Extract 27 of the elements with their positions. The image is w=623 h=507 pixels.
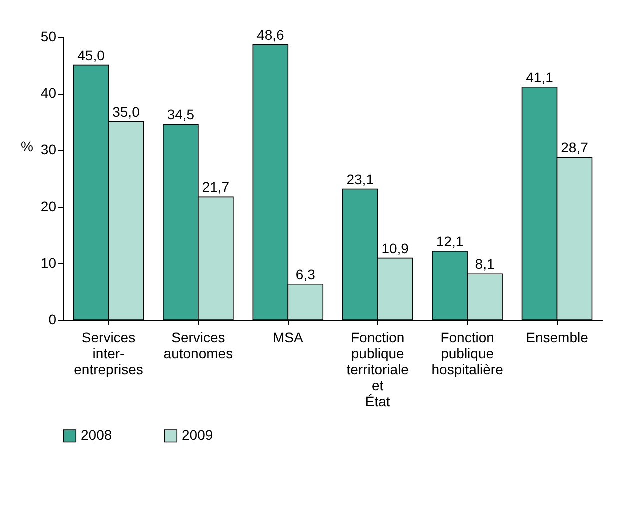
data-label: 34,5 xyxy=(167,106,195,123)
y-tick-label: 10 xyxy=(40,254,57,271)
data-label: 10,9 xyxy=(382,240,410,256)
x-tick-label: Fonction publique territoriale et État xyxy=(346,330,410,410)
x-tick-label: Services autonomes xyxy=(164,330,234,362)
y-tick-label: 50 xyxy=(40,28,57,44)
legend-label: 2009 xyxy=(182,427,214,444)
data-label: 23,1 xyxy=(346,171,374,188)
y-tick-label: 0 xyxy=(48,312,57,328)
legend-label: 2008 xyxy=(81,427,112,444)
data-label: 21,7 xyxy=(202,179,230,196)
data-label: 35,0 xyxy=(112,104,140,120)
data-label: 28,7 xyxy=(561,140,589,156)
data-label: 12,1 xyxy=(436,234,464,250)
y-tick-label: 30 xyxy=(40,142,57,158)
y-tick-label: 40 xyxy=(40,85,57,102)
data-label: 48,6 xyxy=(257,26,284,43)
x-tick-label: MSA xyxy=(272,330,304,346)
data-label: 6,3 xyxy=(296,266,316,282)
x-tick-label: Services inter-entreprises xyxy=(74,330,144,378)
data-label: 45,0 xyxy=(78,47,106,64)
y-axis-title: % xyxy=(21,138,34,154)
x-tick-label: Ensemble xyxy=(526,330,589,346)
data-label: 41,1 xyxy=(526,69,554,86)
data-label: 8,1 xyxy=(475,256,495,272)
y-tick-label: 20 xyxy=(40,198,57,214)
x-tick-label: Fonction publique hospitalière xyxy=(432,330,504,378)
